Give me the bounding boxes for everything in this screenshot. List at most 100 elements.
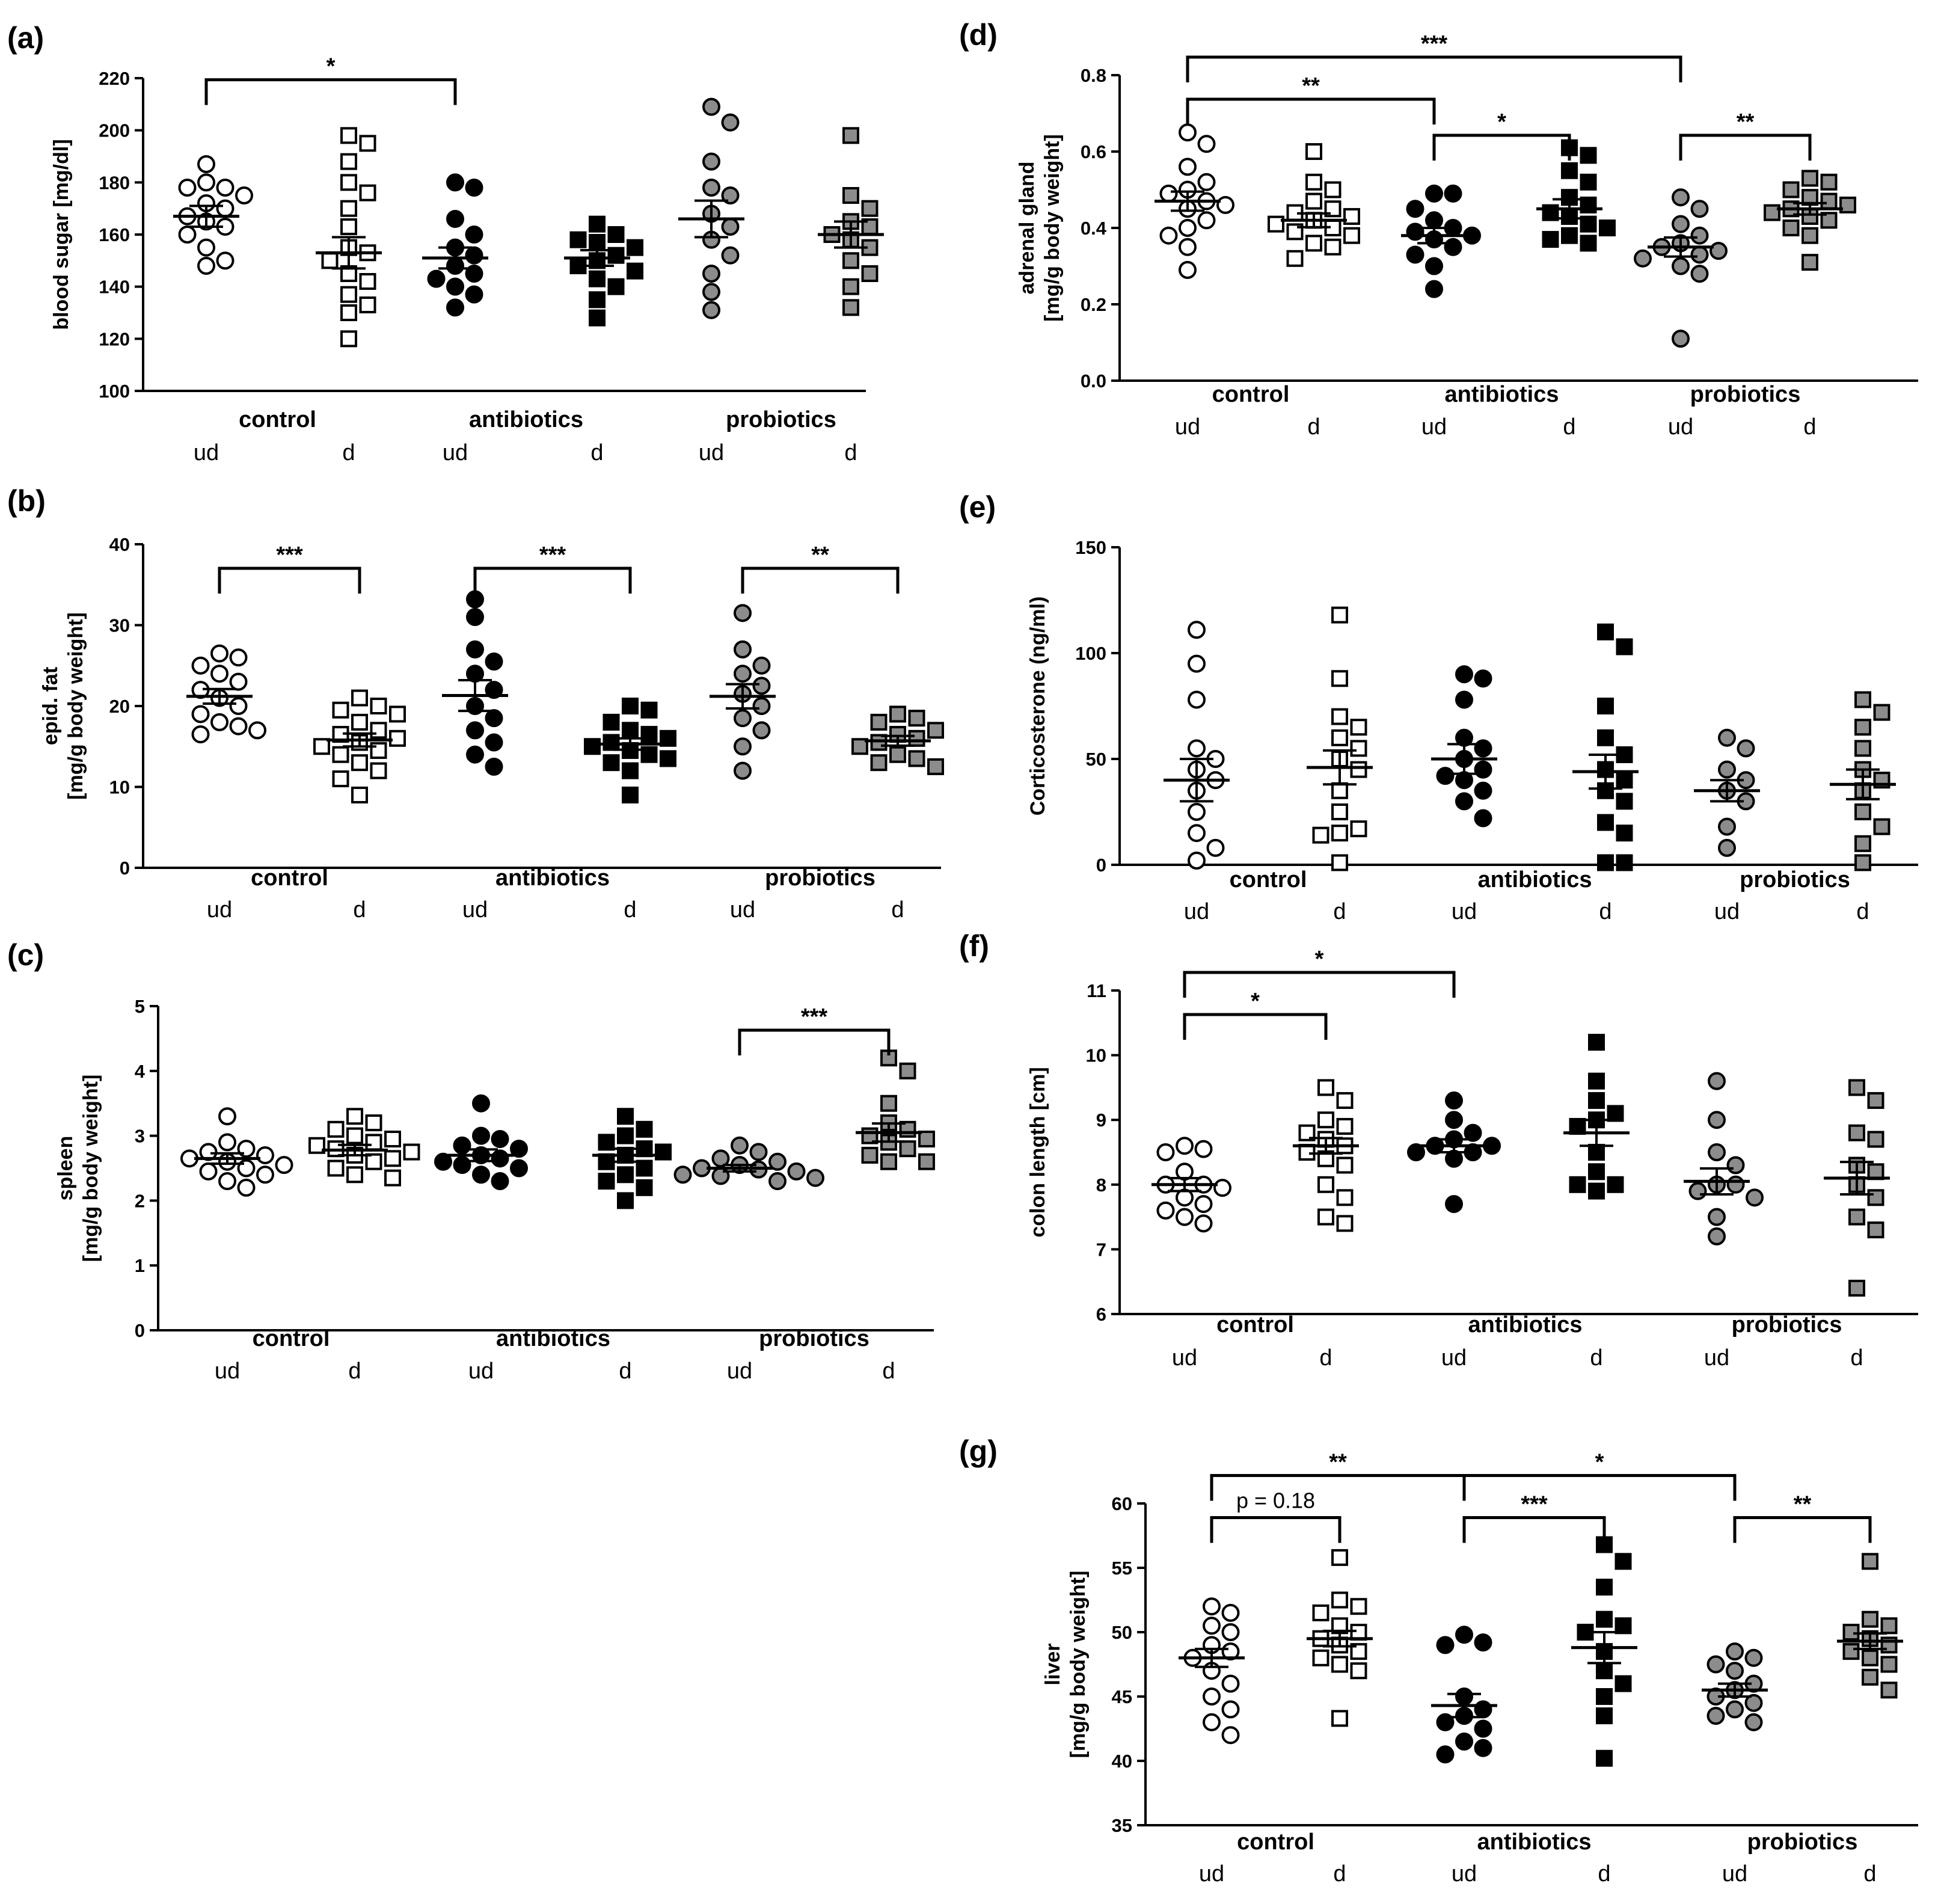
y-tick-label-e-1: 50 (1086, 749, 1106, 770)
point-g-5-3 (1842, 1624, 1860, 1641)
point-a-1-6 (340, 218, 357, 235)
point-f-0-0 (1176, 1137, 1194, 1155)
point-b-1-5 (370, 722, 387, 739)
point-f-1-11 (1336, 1189, 1354, 1206)
y-tick-label-f-2: 8 (1096, 1175, 1106, 1196)
point-b-3-1 (640, 701, 658, 719)
sub-label-c-2-1: d (882, 1359, 895, 1384)
sig-bracket-d-1 (1432, 134, 1571, 161)
point-g-0-12 (1221, 1726, 1240, 1745)
point-a-0-3 (178, 179, 197, 197)
point-d-4-8 (1634, 249, 1652, 268)
point-f-2-1 (1445, 1111, 1463, 1129)
point-c-4-8 (673, 1165, 692, 1184)
point-d-3-2 (1561, 162, 1578, 179)
sub-label-f-0-0: ud (1172, 1345, 1197, 1371)
point-f-1-0 (1317, 1079, 1334, 1096)
point-b-1-2 (332, 701, 349, 719)
point-g-2-10 (1436, 1745, 1455, 1764)
y-axis-label-c-1: [mg/g body weight] (79, 1075, 102, 1262)
point-f-0-6 (1213, 1179, 1231, 1197)
sub-label-b-1-1: d (624, 897, 636, 923)
point-b-0-3 (210, 665, 228, 683)
point-a-1-9 (321, 252, 339, 269)
point-g-1-11 (1350, 1662, 1367, 1680)
point-b-5-2 (870, 713, 888, 731)
point-e-1-8 (1331, 782, 1348, 799)
point-b-4-6 (752, 697, 771, 715)
point-c-0-0 (218, 1107, 236, 1126)
point-d-5-10 (1782, 220, 1800, 236)
sig-label-f-0: * (1251, 989, 1260, 1014)
point-c-1-8 (403, 1143, 420, 1161)
point-c-2-7 (434, 1152, 452, 1171)
point-b-3-10 (660, 750, 676, 767)
point-g-0-3 (1221, 1623, 1240, 1641)
point-g-2-8 (1455, 1732, 1473, 1751)
point-a-3-11 (589, 291, 606, 309)
point-a-3-2 (569, 231, 587, 248)
point-a-0-4 (235, 186, 253, 204)
point-a-0-2 (216, 179, 235, 197)
point-c-2-6 (491, 1149, 509, 1168)
point-b-3-7 (584, 738, 601, 755)
point-c-3-2 (617, 1127, 634, 1144)
point-a-0-12 (216, 251, 235, 270)
y-tick-label-f-1: 7 (1096, 1239, 1106, 1260)
y-tick-label-a-5: 200 (99, 120, 130, 141)
y-tick-label-a-2: 140 (99, 277, 130, 298)
point-e-1-4 (1331, 729, 1348, 746)
point-c-0-12 (237, 1178, 256, 1197)
y-tick-label-e-0: 0 (1096, 855, 1106, 876)
sig-label-b-2: ** (811, 542, 829, 568)
point-f-5-1 (1867, 1092, 1884, 1109)
point-a-2-0 (446, 173, 464, 192)
sub-label-c-0-0: ud (215, 1359, 240, 1384)
point-g-4-2 (1706, 1655, 1725, 1674)
point-b-0-9 (210, 713, 228, 731)
point-b-0-0 (210, 644, 228, 663)
point-c-5-9 (861, 1146, 879, 1164)
point-d-0-5 (1159, 184, 1178, 203)
point-c-2-8 (453, 1156, 471, 1175)
point-b-2-2 (466, 640, 484, 659)
point-g-0-0 (1203, 1597, 1221, 1616)
point-b-5-9 (908, 750, 925, 767)
panel-c: (c) 0 1 2 3 4 5 spleen [mg/g body weight] control… (7, 938, 935, 1384)
sig-bracket-d-0 (1186, 97, 1436, 124)
y-axis-label-d-1: [mg/g body weight] (1041, 134, 1064, 322)
sub-label-g-0-1: d (1333, 1861, 1346, 1887)
point-d-2-11 (1425, 280, 1443, 298)
sub-label-f-0-1: d (1319, 1345, 1332, 1371)
group-label-e-1: antibiotics (1477, 867, 1592, 892)
sig-bracket-f-1 (1183, 971, 1456, 998)
point-c-4-2 (711, 1149, 730, 1168)
sub-label-a-2-1: d (844, 440, 857, 465)
point-a-4-4 (721, 186, 740, 204)
point-c-3-0 (617, 1108, 634, 1125)
point-e-2-1 (1474, 669, 1492, 688)
point-a-5-10 (842, 278, 859, 295)
y-tick-label-g-0: 35 (1112, 1815, 1132, 1836)
y-tick-label-a-4: 180 (99, 172, 130, 193)
point-c-2-11 (491, 1172, 509, 1191)
point-c-4-11 (768, 1172, 787, 1191)
point-b-1-12 (351, 754, 368, 772)
sub-label-e-1-0: ud (1452, 899, 1477, 924)
point-a-2-8 (427, 269, 446, 288)
point-b-4-8 (752, 721, 771, 740)
point-e-3-1 (1616, 638, 1633, 656)
sub-label-b-0-1: d (353, 897, 366, 923)
y-tick-label-d-1: 0.2 (1081, 294, 1106, 315)
point-a-2-1 (465, 179, 483, 197)
sig-label-d-3: *** (1421, 31, 1448, 57)
point-g-3-1 (1614, 1553, 1632, 1570)
point-b-5-0 (889, 705, 906, 723)
point-g-0-11 (1203, 1713, 1221, 1731)
sig-label-g-0: p = 0.18 (1236, 1488, 1315, 1512)
sig-bracket-c-0 (738, 1028, 891, 1055)
y-tick-label-f-5: 11 (1087, 980, 1106, 1001)
point-f-4-2 (1708, 1143, 1726, 1161)
point-e-3-10 (1616, 825, 1633, 842)
